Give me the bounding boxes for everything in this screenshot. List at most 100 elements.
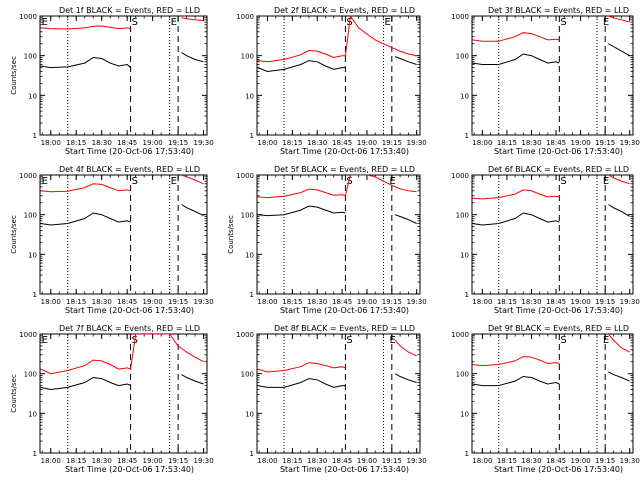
x-tick-label: 18:45 <box>117 298 137 306</box>
series-line-events <box>257 205 417 224</box>
y-axis-label: Counts/sec <box>10 56 18 95</box>
series-line-lld <box>40 334 204 375</box>
y-tick-label: 10 <box>28 92 37 100</box>
x-tick-label: 19:00 <box>357 457 377 465</box>
y-tick-label: 10 <box>245 251 254 259</box>
y-tick-label: 10 <box>460 92 469 100</box>
series-line-lld <box>472 175 630 200</box>
panel-title: Det 5f BLACK = Events, RED = LLD <box>274 165 415 174</box>
x-tick-label: 19:15 <box>595 298 615 306</box>
plot-frame <box>39 333 208 454</box>
x-tick-label: 19:30 <box>620 457 640 465</box>
x-tick-label: 19:15 <box>595 457 615 465</box>
x-tick-label: 19:00 <box>143 457 163 465</box>
panel-title: Det 2f BLACK = Events, RED = LLD <box>274 6 415 15</box>
x-tick-label: 19:15 <box>168 139 188 147</box>
x-tick-label: 18:30 <box>92 139 112 147</box>
y-tick-label: 100 <box>24 371 37 379</box>
x-tick-label: 18:15 <box>497 457 517 465</box>
x-axis-label: Start Time (20-Oct-06 17:53:40) <box>65 147 194 156</box>
y-tick-label: 100 <box>456 371 469 379</box>
panel-title: Det 4f BLACK = Events, RED = LLD <box>59 165 200 174</box>
x-axis-label: Start Time (20-Oct-06 17:53:40) <box>494 465 623 474</box>
y-tick-label: 1000 <box>19 172 37 180</box>
series-line-events <box>40 374 204 391</box>
x-tick-label: 19:30 <box>407 139 427 147</box>
y-tick-label: 10 <box>245 410 254 418</box>
x-tick-label: 18:00 <box>41 298 61 306</box>
y-tick-label: 100 <box>24 53 37 61</box>
marker-label-s: S <box>132 17 138 28</box>
series-line-events <box>40 52 204 69</box>
series-line-events <box>40 204 204 226</box>
marker-label-s: S <box>346 335 352 346</box>
x-tick-label: 19:30 <box>620 298 640 306</box>
series-line-lld <box>257 16 417 63</box>
marker-label-s: S <box>560 17 566 28</box>
marker-label-e: E <box>385 17 391 28</box>
x-tick-label: 18:45 <box>546 457 566 465</box>
x-tick-label: 18:45 <box>332 139 352 147</box>
series-line-events <box>472 371 630 387</box>
series-line-events <box>257 373 417 388</box>
marker-label-e: E <box>390 335 396 346</box>
series-line-lld <box>257 339 417 373</box>
x-tick-label: 19:30 <box>407 298 427 306</box>
panel-det-4: Det 4f BLACK = Events, RED = LLD 1 10 100 10… <box>10 165 214 315</box>
x-tick-label: 18:00 <box>257 457 277 465</box>
y-tick-label: 10 <box>245 92 254 100</box>
x-tick-label: 19:00 <box>143 139 163 147</box>
x-tick-label: 19:15 <box>382 139 402 147</box>
y-tick-label: 1000 <box>451 13 469 21</box>
x-tick-label: 18:45 <box>117 139 137 147</box>
series-line-lld <box>40 175 204 193</box>
y-tick-label: 100 <box>241 371 254 379</box>
x-tick-label: 18:45 <box>117 457 137 465</box>
panel-title: Det 3f BLACK = Events, RED = LLD <box>488 6 629 15</box>
panel-det-1: Det 1f BLACK = Events, RED = LLD 1 10 100 10… <box>10 6 214 156</box>
x-axis-label: Start Time (20-Oct-06 17:53:40) <box>280 306 409 315</box>
x-tick-label: 18:00 <box>257 298 277 306</box>
x-tick-label: 18:15 <box>497 139 517 147</box>
x-tick-label: 18:45 <box>546 139 566 147</box>
y-tick-label: 10 <box>28 251 37 259</box>
marker-label-s: S <box>560 176 566 187</box>
x-tick-label: 18:45 <box>332 457 352 465</box>
x-tick-label: 19:30 <box>407 457 427 465</box>
series-line-events <box>472 204 630 226</box>
y-tick-label: 1 <box>33 291 37 299</box>
panel-det-3: Det 3f BLACK = Events, RED = LLD 1 10 100 10… <box>451 6 640 156</box>
x-tick-label: 19:15 <box>168 457 188 465</box>
x-tick-label: 18:00 <box>41 457 61 465</box>
x-tick-label: 19:30 <box>194 298 214 306</box>
plot-frame <box>256 333 421 454</box>
x-tick-label: 19:30 <box>194 139 214 147</box>
x-tick-label: 18:00 <box>472 139 492 147</box>
x-tick-label: 19:00 <box>571 139 591 147</box>
y-tick-label: 10 <box>460 410 469 418</box>
series-line-lld <box>472 334 630 367</box>
x-tick-label: 19:30 <box>620 139 640 147</box>
y-tick-label: 1000 <box>19 331 37 339</box>
plot-frame <box>39 15 208 136</box>
x-tick-label: 19:00 <box>357 139 377 147</box>
series-line-lld <box>257 175 417 199</box>
x-tick-label: 18:15 <box>66 457 86 465</box>
x-tick-label: 19:00 <box>357 298 377 306</box>
marker-label-e: E <box>42 17 48 28</box>
marker-label-e: E <box>603 335 609 346</box>
x-axis-label: Start Time (20-Oct-06 17:53:40) <box>494 306 623 315</box>
marker-label-e: E <box>171 176 177 187</box>
x-axis-label: Start Time (20-Oct-06 17:53:40) <box>280 147 409 156</box>
x-tick-label: 18:30 <box>92 298 112 306</box>
y-tick-label: 1 <box>465 450 469 458</box>
y-axis-label: Counts/sec <box>10 215 18 254</box>
panel-title: Det 1f BLACK = Events, RED = LLD <box>59 6 200 15</box>
series-line-lld <box>472 16 630 42</box>
x-tick-label: 18:00 <box>41 139 61 147</box>
x-tick-label: 18:30 <box>92 457 112 465</box>
x-tick-label: 19:00 <box>571 298 591 306</box>
plot-frame <box>256 15 421 136</box>
y-tick-label: 100 <box>241 53 254 61</box>
